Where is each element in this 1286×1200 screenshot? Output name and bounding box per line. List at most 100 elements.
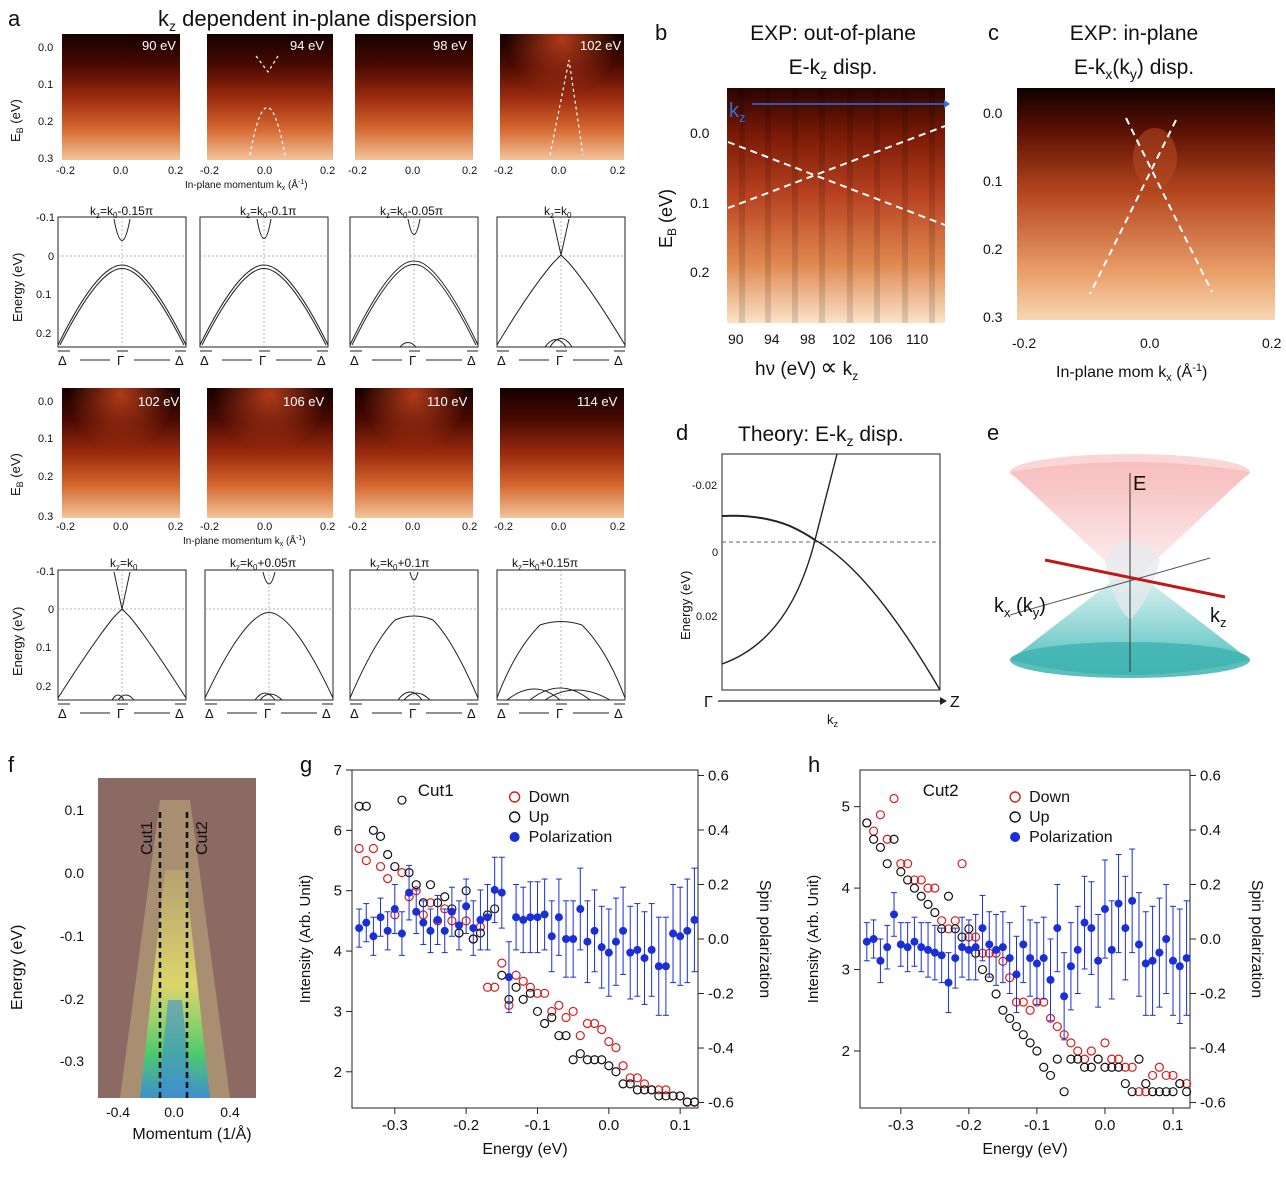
svg-text:0.0: 0.0 bbox=[983, 105, 1003, 121]
row4-theory: kz=k0 kz=k0+0.05π kz=k0+0.1π kz=k0+0.15π bbox=[10, 556, 626, 721]
svg-text:0.0: 0.0 bbox=[257, 521, 272, 533]
energy-label: 94 eV bbox=[290, 38, 324, 53]
panel-b-letter: b bbox=[655, 20, 667, 45]
polarization-point bbox=[512, 913, 521, 922]
chart-title: Cut2 bbox=[923, 781, 959, 800]
up-point bbox=[882, 859, 892, 869]
y-axis-label: Intensity (Arb. Unit) bbox=[805, 875, 822, 1003]
svg-text:0.1: 0.1 bbox=[38, 433, 53, 445]
up-point bbox=[1147, 1087, 1158, 1097]
polarization-point bbox=[958, 943, 967, 952]
y2-axis-label: Spin polarization bbox=[1248, 880, 1265, 998]
svg-text:0.2: 0.2 bbox=[690, 264, 710, 280]
up-point bbox=[568, 1055, 578, 1065]
svg-text:0.1: 0.1 bbox=[983, 173, 1003, 189]
legend-label: Polarization bbox=[1029, 829, 1113, 846]
legend-marker bbox=[509, 832, 520, 842]
svg-text:Δ: Δ bbox=[205, 706, 214, 721]
down-point bbox=[1120, 1062, 1130, 1072]
up-point bbox=[1086, 1062, 1096, 1072]
polarization-point bbox=[1134, 940, 1143, 949]
polarization-point bbox=[412, 907, 421, 916]
polarization-point bbox=[376, 913, 385, 922]
panel-f-xticks: -0.4 0.0 0.4 bbox=[106, 1104, 240, 1120]
down-point bbox=[903, 859, 913, 869]
down-point bbox=[575, 1030, 585, 1041]
svg-text:0.2: 0.2 bbox=[38, 471, 53, 483]
polarization-point bbox=[1148, 956, 1157, 965]
row1-yticks: 0.0 0.1 0.2 0.3 bbox=[38, 42, 53, 165]
panel-g: g -0.3 -0.2 -0.1 0.0 0.1 2 3 4 5 6 7 0.6 0.4 0.2 0.0 -0… bbox=[297, 752, 773, 1158]
up-point bbox=[689, 1097, 700, 1107]
down-point bbox=[361, 855, 371, 866]
down-point bbox=[937, 916, 947, 926]
panel-c-letter: c bbox=[988, 20, 999, 45]
y2-tick-label: -0.2 bbox=[708, 986, 734, 1003]
up-point bbox=[1045, 1070, 1056, 1081]
up-point bbox=[604, 1061, 614, 1071]
polarization-point bbox=[862, 937, 871, 946]
x-tick-label: -0.2 bbox=[453, 1117, 479, 1134]
legend-marker bbox=[508, 811, 521, 823]
down-point bbox=[1134, 1087, 1144, 1097]
x-tick-label: 0.0 bbox=[1095, 1117, 1116, 1134]
up-point bbox=[1175, 1078, 1185, 1089]
svg-text:0.0: 0.0 bbox=[690, 125, 710, 141]
arpes-glow-102ev bbox=[500, 34, 624, 160]
up-point bbox=[1181, 1087, 1192, 1097]
up-point bbox=[632, 1085, 642, 1095]
down-point bbox=[1168, 1070, 1178, 1081]
kz-line bbox=[1044, 558, 1226, 599]
svg-text:kz=k0+0.1π: kz=k0+0.1π bbox=[370, 556, 429, 572]
polarization-point bbox=[462, 902, 471, 911]
polarization-point bbox=[390, 905, 399, 914]
svg-text:0.2: 0.2 bbox=[320, 521, 335, 533]
panel-b-yticks: 0.0 0.1 0.2 bbox=[690, 125, 710, 280]
dispersion-guide bbox=[727, 125, 946, 209]
tick: 0.0 bbox=[257, 165, 272, 177]
y2-tick-label: 0.2 bbox=[708, 876, 729, 893]
svg-text:Δ: Δ bbox=[614, 706, 623, 721]
up-point bbox=[611, 1067, 621, 1077]
down-point bbox=[532, 988, 543, 998]
down-point bbox=[354, 843, 364, 854]
polarization-point bbox=[362, 918, 371, 927]
down-point bbox=[882, 834, 892, 844]
y2-tick-label: -0.4 bbox=[1200, 1040, 1226, 1057]
legend-label: Up bbox=[529, 809, 550, 826]
svg-text:Γ: Γ bbox=[409, 706, 416, 721]
x-axis-label: Energy (eV) bbox=[482, 1141, 567, 1158]
x-axis-label: Energy (eV) bbox=[982, 1141, 1067, 1158]
svg-text:kz=k0+0.05π: kz=k0+0.05π bbox=[230, 556, 296, 572]
plot-frame bbox=[351, 769, 699, 1109]
tick: -0.2 bbox=[494, 165, 513, 177]
kz-dispersion-image bbox=[727, 88, 945, 323]
up-point bbox=[1005, 1013, 1015, 1024]
plot-frame bbox=[859, 769, 1191, 1109]
up-point bbox=[375, 831, 386, 841]
cut1-label: Cut1 bbox=[139, 821, 156, 855]
upper-cone-rim bbox=[1010, 454, 1250, 490]
polarization-point bbox=[419, 918, 428, 927]
svg-text:102: 102 bbox=[832, 331, 856, 347]
legend-label: Polarization bbox=[529, 829, 613, 846]
svg-text:0.2: 0.2 bbox=[36, 328, 51, 340]
polarization-point bbox=[626, 948, 635, 957]
x-tick-label: -0.3 bbox=[382, 1117, 408, 1134]
svg-text:0.3: 0.3 bbox=[38, 511, 53, 523]
svg-text:0.02: 0.02 bbox=[696, 611, 717, 623]
y2-tick-label: 0.4 bbox=[1200, 822, 1221, 839]
polarization-point bbox=[611, 937, 620, 946]
x-tick-label: 0.1 bbox=[1163, 1117, 1184, 1134]
svg-text:Δ: Δ bbox=[200, 353, 209, 368]
legend-label: Down bbox=[1029, 789, 1070, 806]
energy-label: 110 eV bbox=[427, 394, 468, 409]
down-point bbox=[518, 976, 528, 986]
down-point bbox=[916, 875, 926, 885]
polarization-point bbox=[455, 921, 464, 930]
svg-text:98: 98 bbox=[800, 331, 816, 347]
polarization-point bbox=[883, 943, 892, 952]
panel-b: b EXP: out-of-plane E-kz disp. kz EB (eV… bbox=[655, 20, 950, 383]
panel-a: a kz dependent in-plane dispersion 90 eV… bbox=[8, 6, 626, 721]
polarization-point bbox=[547, 932, 556, 941]
